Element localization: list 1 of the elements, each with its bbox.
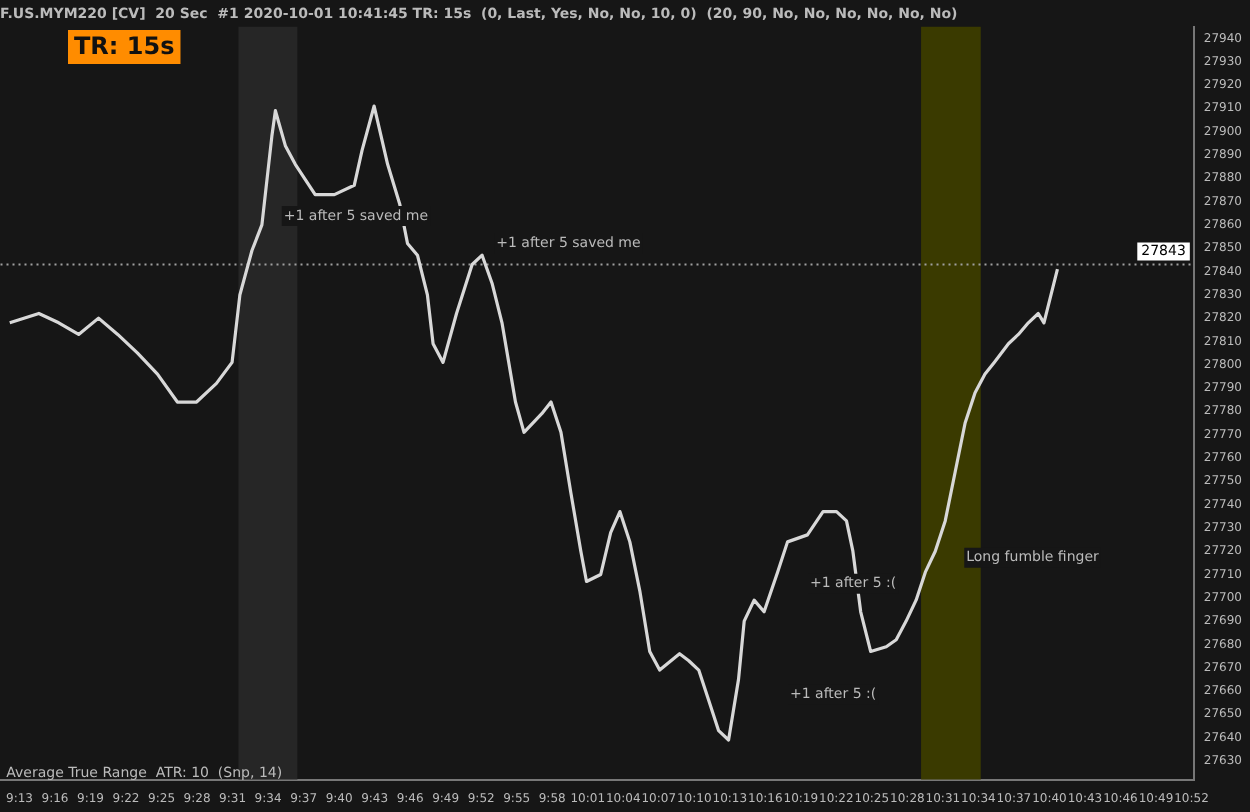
annotation: TR: 15s: [74, 32, 175, 61]
